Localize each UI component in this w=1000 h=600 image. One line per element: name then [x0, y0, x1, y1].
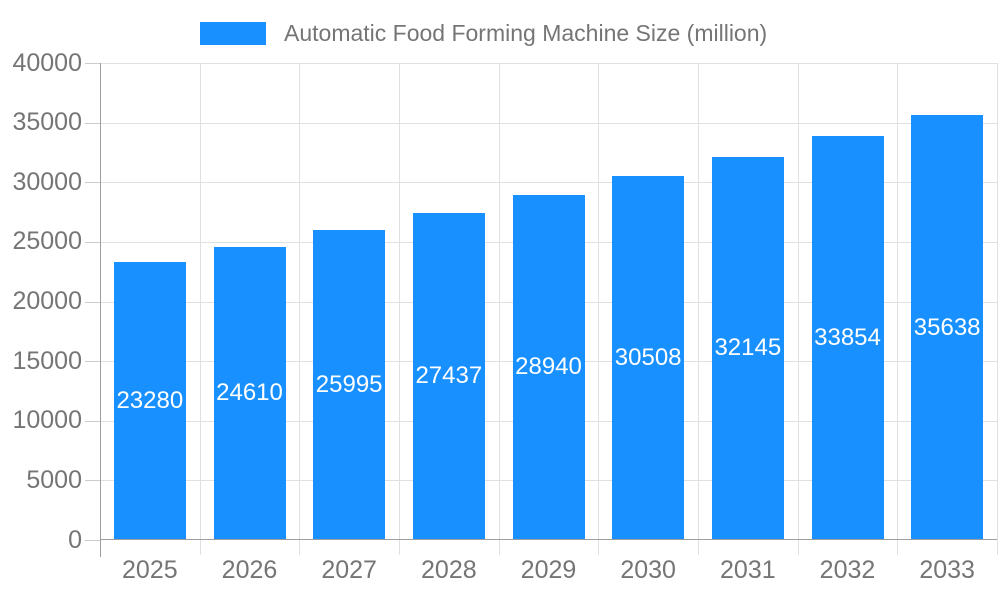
- y-axis-tick: [85, 420, 100, 422]
- bar: 25995: [313, 230, 386, 540]
- gridline-horizontal: [100, 122, 997, 124]
- y-axis-tick: [85, 182, 100, 184]
- gridline-horizontal: [100, 63, 997, 64]
- x-axis-label: 2029: [520, 556, 577, 584]
- y-axis-label: 30000: [12, 167, 82, 196]
- x-axis-label: 2028: [421, 556, 477, 584]
- y-axis-tick: [85, 540, 100, 541]
- bar-value-label: 32145: [714, 334, 782, 362]
- bar-value-label: 33854: [814, 324, 881, 352]
- bar-value-label: 24610: [216, 379, 283, 407]
- gridline-vertical: [199, 63, 201, 555]
- y-axis-line: [100, 63, 101, 557]
- gridline-vertical: [598, 63, 600, 555]
- plot-area: 0 5000 10000 15000 20000 25000 30000 35000 40000…: [12, 50, 998, 583]
- y-axis-tick: [85, 480, 100, 482]
- y-axis-label: 35000: [12, 108, 82, 137]
- x-axis-label: 2025: [122, 556, 178, 584]
- y-axis-tick: [85, 301, 100, 303]
- legend-label: Automatic Food Forming Machine Size (mil…: [284, 20, 768, 46]
- gridline-vertical: [399, 63, 400, 555]
- gridline-horizontal: [100, 182, 997, 184]
- x-axis-line: [100, 539, 997, 540]
- y-axis-tick: [85, 361, 100, 363]
- bar: 30508: [612, 176, 685, 540]
- bar: 33854: [811, 136, 884, 540]
- y-axis-tick: [85, 241, 100, 243]
- x-axis-label: 2032: [819, 556, 876, 584]
- x-axis-label: 2027: [321, 556, 377, 584]
- bar-value-label: 25995: [315, 371, 383, 399]
- legend-swatch: [200, 22, 266, 45]
- x-axis-label: 2026: [221, 556, 278, 584]
- bar: 28940: [512, 194, 585, 540]
- gridline-vertical: [797, 63, 799, 555]
- y-axis-label: 40000: [12, 48, 82, 77]
- y-axis-label: 15000: [12, 346, 82, 375]
- bar-value-label: 35638: [913, 313, 981, 341]
- gridline-vertical: [997, 63, 998, 555]
- x-axis-label: 2030: [620, 556, 676, 584]
- y-axis-label: 0: [68, 525, 82, 554]
- bar: 23280: [113, 262, 186, 540]
- y-axis-label: 10000: [12, 406, 82, 435]
- bar-value-label: 30508: [614, 344, 682, 372]
- y-axis-label: 5000: [26, 465, 82, 494]
- legend: Automatic Food Forming Machine Size (mil…: [200, 20, 768, 46]
- bar: 27437: [412, 212, 485, 540]
- y-axis-label: 25000: [12, 227, 82, 256]
- gridline-vertical: [299, 63, 301, 555]
- y-axis-label: 20000: [12, 287, 82, 315]
- bar-value-label: 27437: [415, 362, 483, 390]
- y-axis-tick: [85, 122, 100, 124]
- bar-value-label: 28940: [515, 353, 582, 381]
- bar-value-label: 23280: [116, 387, 184, 415]
- gridline-vertical: [897, 63, 899, 555]
- bar: 35638: [911, 115, 984, 540]
- bar: 32145: [711, 156, 784, 540]
- gridline-vertical: [698, 63, 699, 555]
- gridline-vertical: [498, 63, 500, 555]
- y-axis-tick: [85, 63, 100, 64]
- x-axis-label: 2033: [919, 556, 975, 584]
- x-axis-label: 2031: [720, 556, 776, 584]
- bar: 24610: [213, 246, 286, 540]
